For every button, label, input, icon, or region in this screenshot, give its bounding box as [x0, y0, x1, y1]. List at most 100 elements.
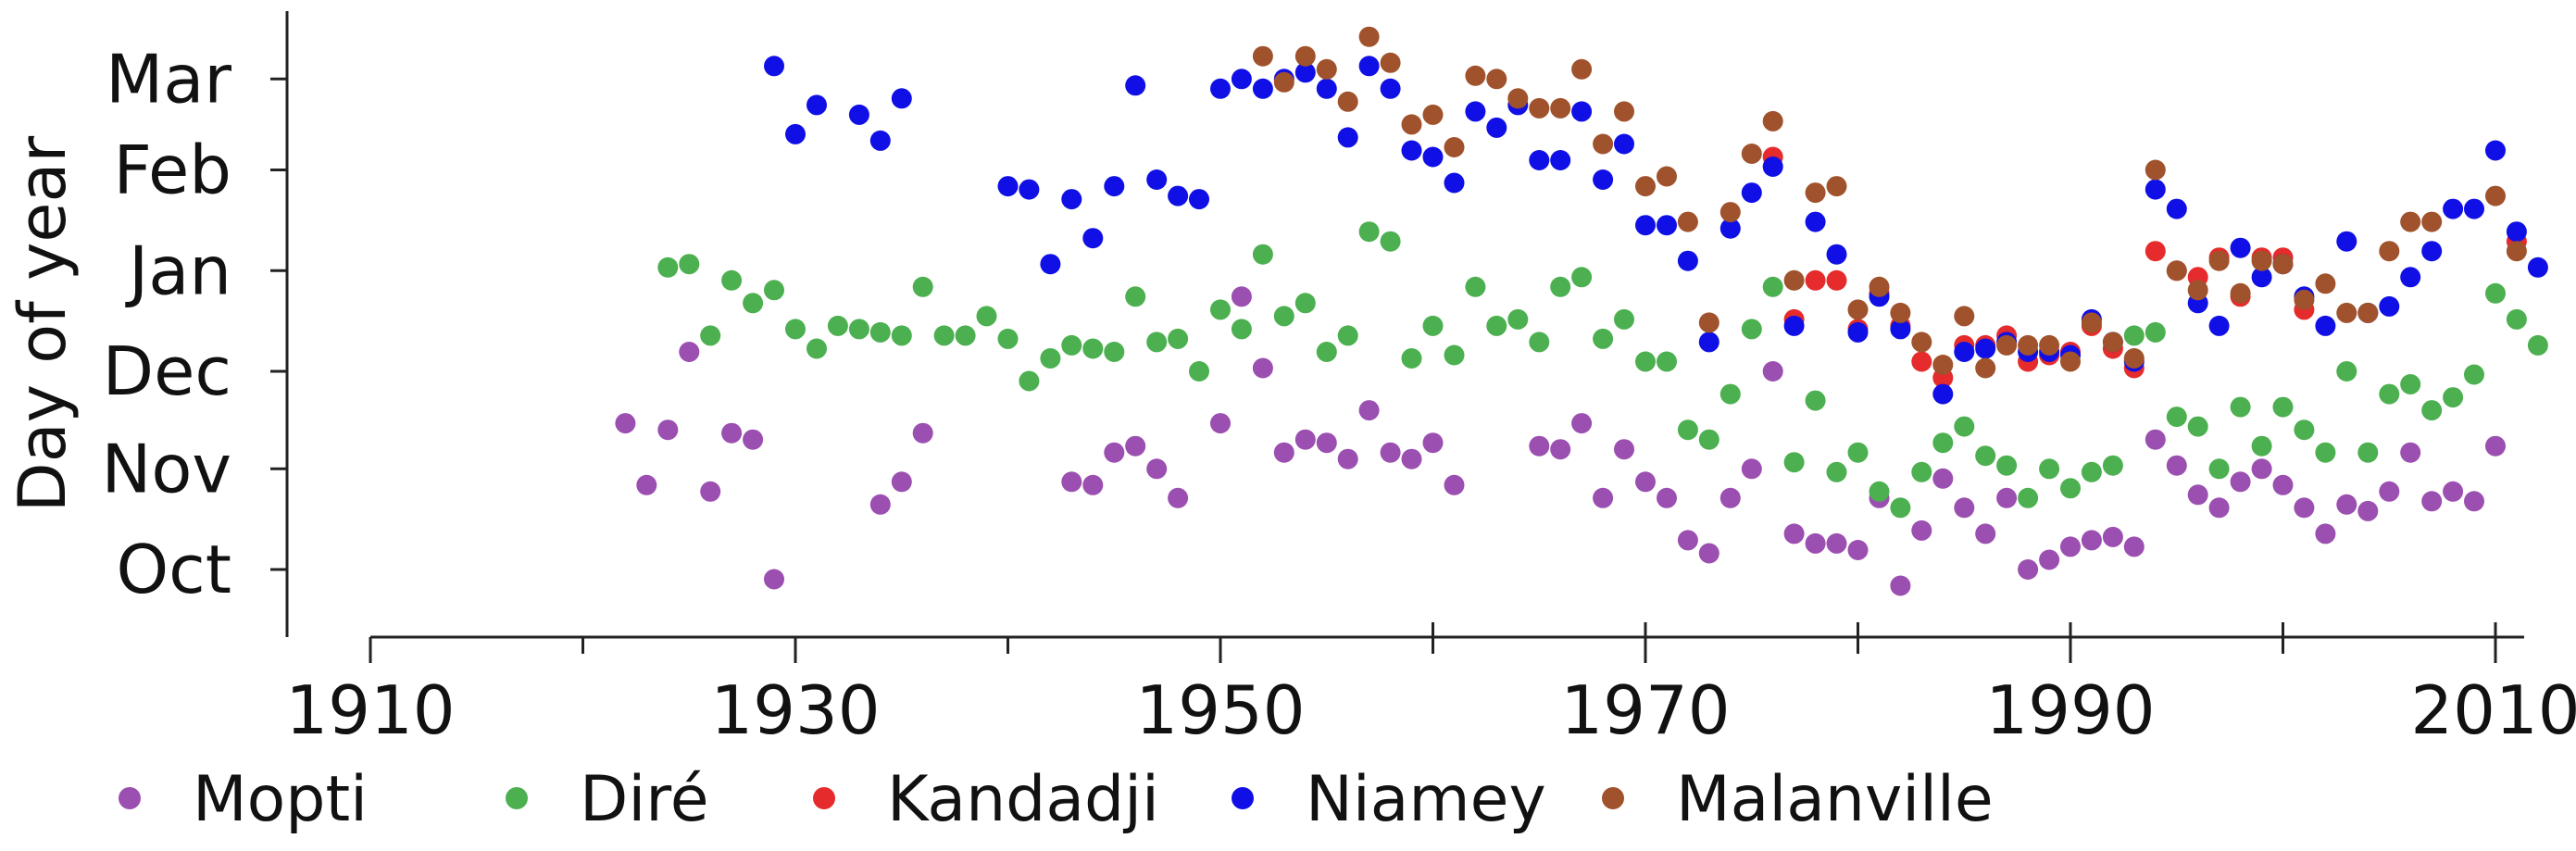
data-point [1911, 351, 1932, 372]
legend-label: Mopti [193, 763, 368, 836]
data-point [2315, 315, 2336, 336]
axes: Oct Nov Dec Jan Feb Mar 1910 1930 1950 1970 1990 2… [101, 11, 2576, 749]
data-point [743, 429, 764, 450]
data-point [615, 413, 636, 434]
data-point [2102, 526, 2123, 547]
data-point [1189, 189, 1209, 210]
data-point [1826, 532, 1847, 554]
data-point [1975, 357, 1996, 379]
y-ticks: Oct Nov Dec Jan Feb Mar [101, 40, 287, 608]
data-point [1954, 342, 1975, 362]
data-point [1890, 497, 1911, 519]
data-point [2400, 442, 2421, 463]
data-point [1189, 361, 1209, 382]
data-point [1826, 176, 1847, 197]
data-point [1061, 334, 1082, 356]
data-point [2145, 179, 2166, 200]
data-point [1465, 101, 1486, 122]
data-point [2272, 396, 2294, 418]
data-point [2421, 400, 2443, 421]
data-point [1657, 215, 1677, 236]
data-point [2060, 478, 2081, 499]
data-point [1168, 487, 1189, 508]
data-point [1657, 166, 1677, 187]
series-dir- [657, 221, 2548, 519]
data-point [1125, 286, 1146, 307]
data-point [2187, 484, 2208, 506]
data-point [1741, 458, 1762, 480]
data-point [764, 569, 784, 590]
data-point [1805, 211, 1826, 232]
data-point [933, 325, 955, 346]
data-point [1550, 276, 1571, 297]
data-point [1550, 97, 1571, 119]
data-point [1741, 144, 1762, 164]
data-point [1358, 221, 1380, 243]
data-point [1762, 361, 1783, 382]
y-tick-label: Dec [103, 332, 231, 410]
data-point [1380, 78, 1401, 99]
data-point [2166, 407, 2187, 428]
data-point [1486, 315, 1507, 336]
data-point [2102, 455, 2123, 476]
data-point [827, 315, 848, 336]
data-point [1911, 519, 1932, 541]
data-point [1273, 442, 1294, 463]
data-point [2230, 237, 2251, 258]
data-point [2039, 549, 2060, 570]
legend: Mopti Diré Kandadji Niamey Malanville [119, 763, 1994, 836]
data-point [1805, 269, 1826, 291]
x-tick-label: 2010 [2410, 671, 2576, 749]
data-point [1273, 71, 1294, 93]
data-point [2400, 374, 2421, 394]
data-point [1380, 231, 1401, 252]
data-point [1719, 487, 1741, 508]
data-point [1210, 299, 1231, 320]
data-point [1125, 75, 1146, 96]
data-point [1146, 169, 1168, 190]
data-point [1571, 101, 1593, 122]
x-tick-label: 1930 [710, 671, 880, 749]
data-point [1954, 416, 1975, 437]
data-point [1019, 370, 1040, 392]
data-point [1762, 276, 1783, 297]
x-tick-label: 1910 [285, 671, 455, 749]
data-point [1805, 532, 1826, 554]
data-point [1529, 97, 1550, 119]
data-point [1061, 189, 1082, 210]
data-point [1847, 321, 1869, 343]
data-point [2527, 334, 2548, 356]
data-point [1911, 332, 1932, 353]
data-point [1635, 215, 1656, 236]
data-point [2272, 254, 2294, 275]
data-point [2060, 536, 2081, 557]
data-point [869, 130, 891, 151]
data-point [1783, 452, 1805, 473]
data-point [1593, 133, 1614, 155]
data-point [2379, 481, 2400, 502]
data-point [679, 254, 700, 275]
data-point [2315, 523, 2336, 544]
data-point [848, 319, 869, 340]
data-point [2039, 458, 2060, 480]
data-point [1762, 156, 1783, 177]
data-point [1104, 176, 1125, 197]
y-tick-label: Feb [114, 131, 231, 209]
legend-label: Kandadji [887, 763, 1159, 836]
data-point [1422, 315, 1444, 336]
data-point [2081, 530, 2102, 551]
data-point [1805, 390, 1826, 411]
data-point [1975, 523, 1996, 544]
data-point [1783, 269, 1805, 291]
data-point [807, 338, 827, 359]
data-point [2145, 321, 2166, 343]
data-point [2251, 458, 2272, 480]
data-point [2018, 487, 2039, 508]
data-point [1231, 69, 1252, 90]
legend-marker [1232, 787, 1254, 809]
y-tick-label: Jan [125, 232, 231, 309]
data-point [2357, 500, 2379, 521]
data-point [2443, 481, 2464, 502]
data-point [2464, 198, 2484, 219]
